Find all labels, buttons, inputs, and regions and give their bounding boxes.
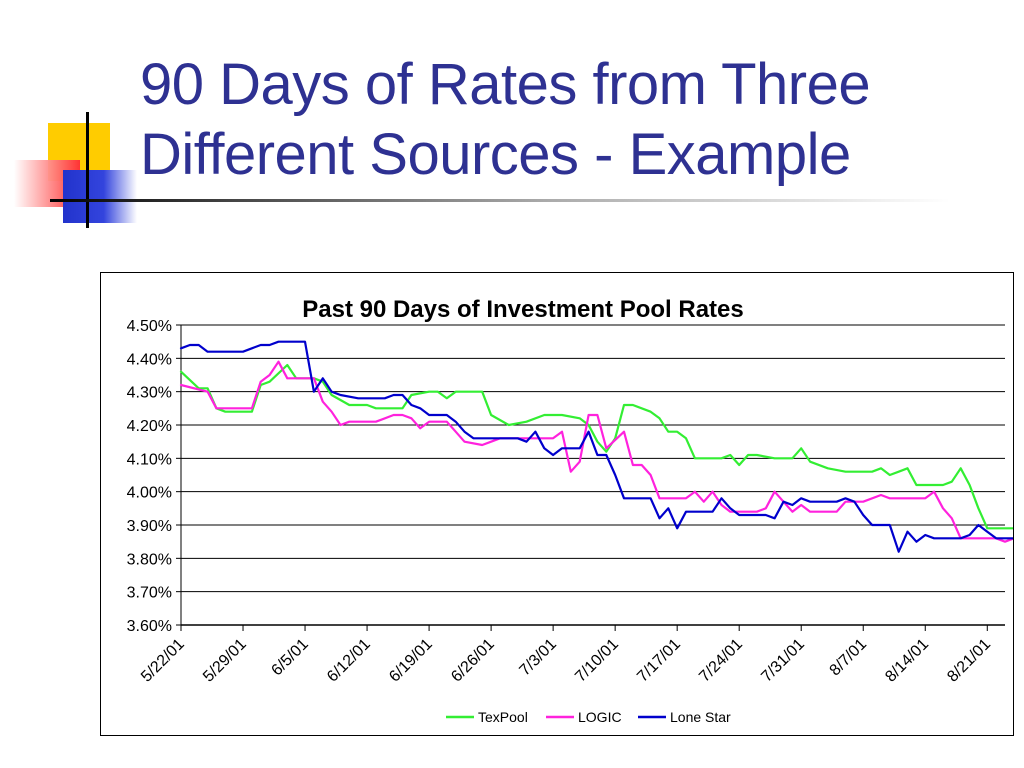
legend-label: Lone Star <box>670 709 731 725</box>
rates-line-chart: Past 90 Days of Investment Pool Rates 4.5… <box>127 296 1013 725</box>
slide-title-line-1: 90 Days of Rates from Three <box>140 52 871 117</box>
x-tick-label: 8/14/01 <box>882 636 932 686</box>
x-tick-label: 8/21/01 <box>944 636 994 686</box>
y-tick-label: 4.20% <box>127 418 172 435</box>
y-tick-label: 4.50% <box>127 318 172 335</box>
y-tick-label: 4.10% <box>127 451 172 468</box>
legend-label: LOGIC <box>578 709 622 725</box>
y-tick-label: 3.80% <box>127 551 172 568</box>
x-tick-label: 5/22/01 <box>138 636 188 686</box>
series-line-texpool <box>179 363 1013 530</box>
x-tick-label: 6/26/01 <box>448 636 498 686</box>
y-tick-label: 3.70% <box>127 585 172 602</box>
x-tick-label: 5/29/01 <box>200 636 250 686</box>
y-tick-label: 3.90% <box>127 518 172 535</box>
x-tick-label: 7/3/01 <box>516 636 560 680</box>
vertical-rule-decoration <box>86 112 89 228</box>
x-tick-label: 7/31/01 <box>758 636 808 686</box>
y-tick-label: 4.30% <box>127 385 172 402</box>
series-line-logic <box>179 360 1013 543</box>
y-tick-label: 3.60% <box>127 618 172 635</box>
x-tick-label: 8/7/01 <box>827 636 871 680</box>
x-tick-label: 6/19/01 <box>386 636 436 686</box>
x-tick-label: 7/10/01 <box>572 636 622 686</box>
slide-title: 90 Days of Rates from Three Different So… <box>140 50 1000 190</box>
y-tick-label: 4.00% <box>127 485 172 502</box>
chart-title: Past 90 Days of Investment Pool Rates <box>302 296 744 323</box>
chart-frame: Past 90 Days of Investment Pool Rates 4.5… <box>100 272 1014 736</box>
x-tick-label: 6/12/01 <box>324 636 374 686</box>
y-tick-label: 4.40% <box>127 351 172 368</box>
series-line-lone-star <box>179 340 1013 553</box>
title-underline-rule <box>50 199 950 202</box>
legend-label: TexPool <box>478 709 528 725</box>
blue-gradient-decoration <box>63 170 137 223</box>
slide-title-line-2: Different Sources - Example <box>140 122 851 187</box>
x-tick-label: 7/24/01 <box>696 636 746 686</box>
x-tick-label: 6/5/01 <box>268 636 312 680</box>
x-tick-label: 7/17/01 <box>634 636 684 686</box>
